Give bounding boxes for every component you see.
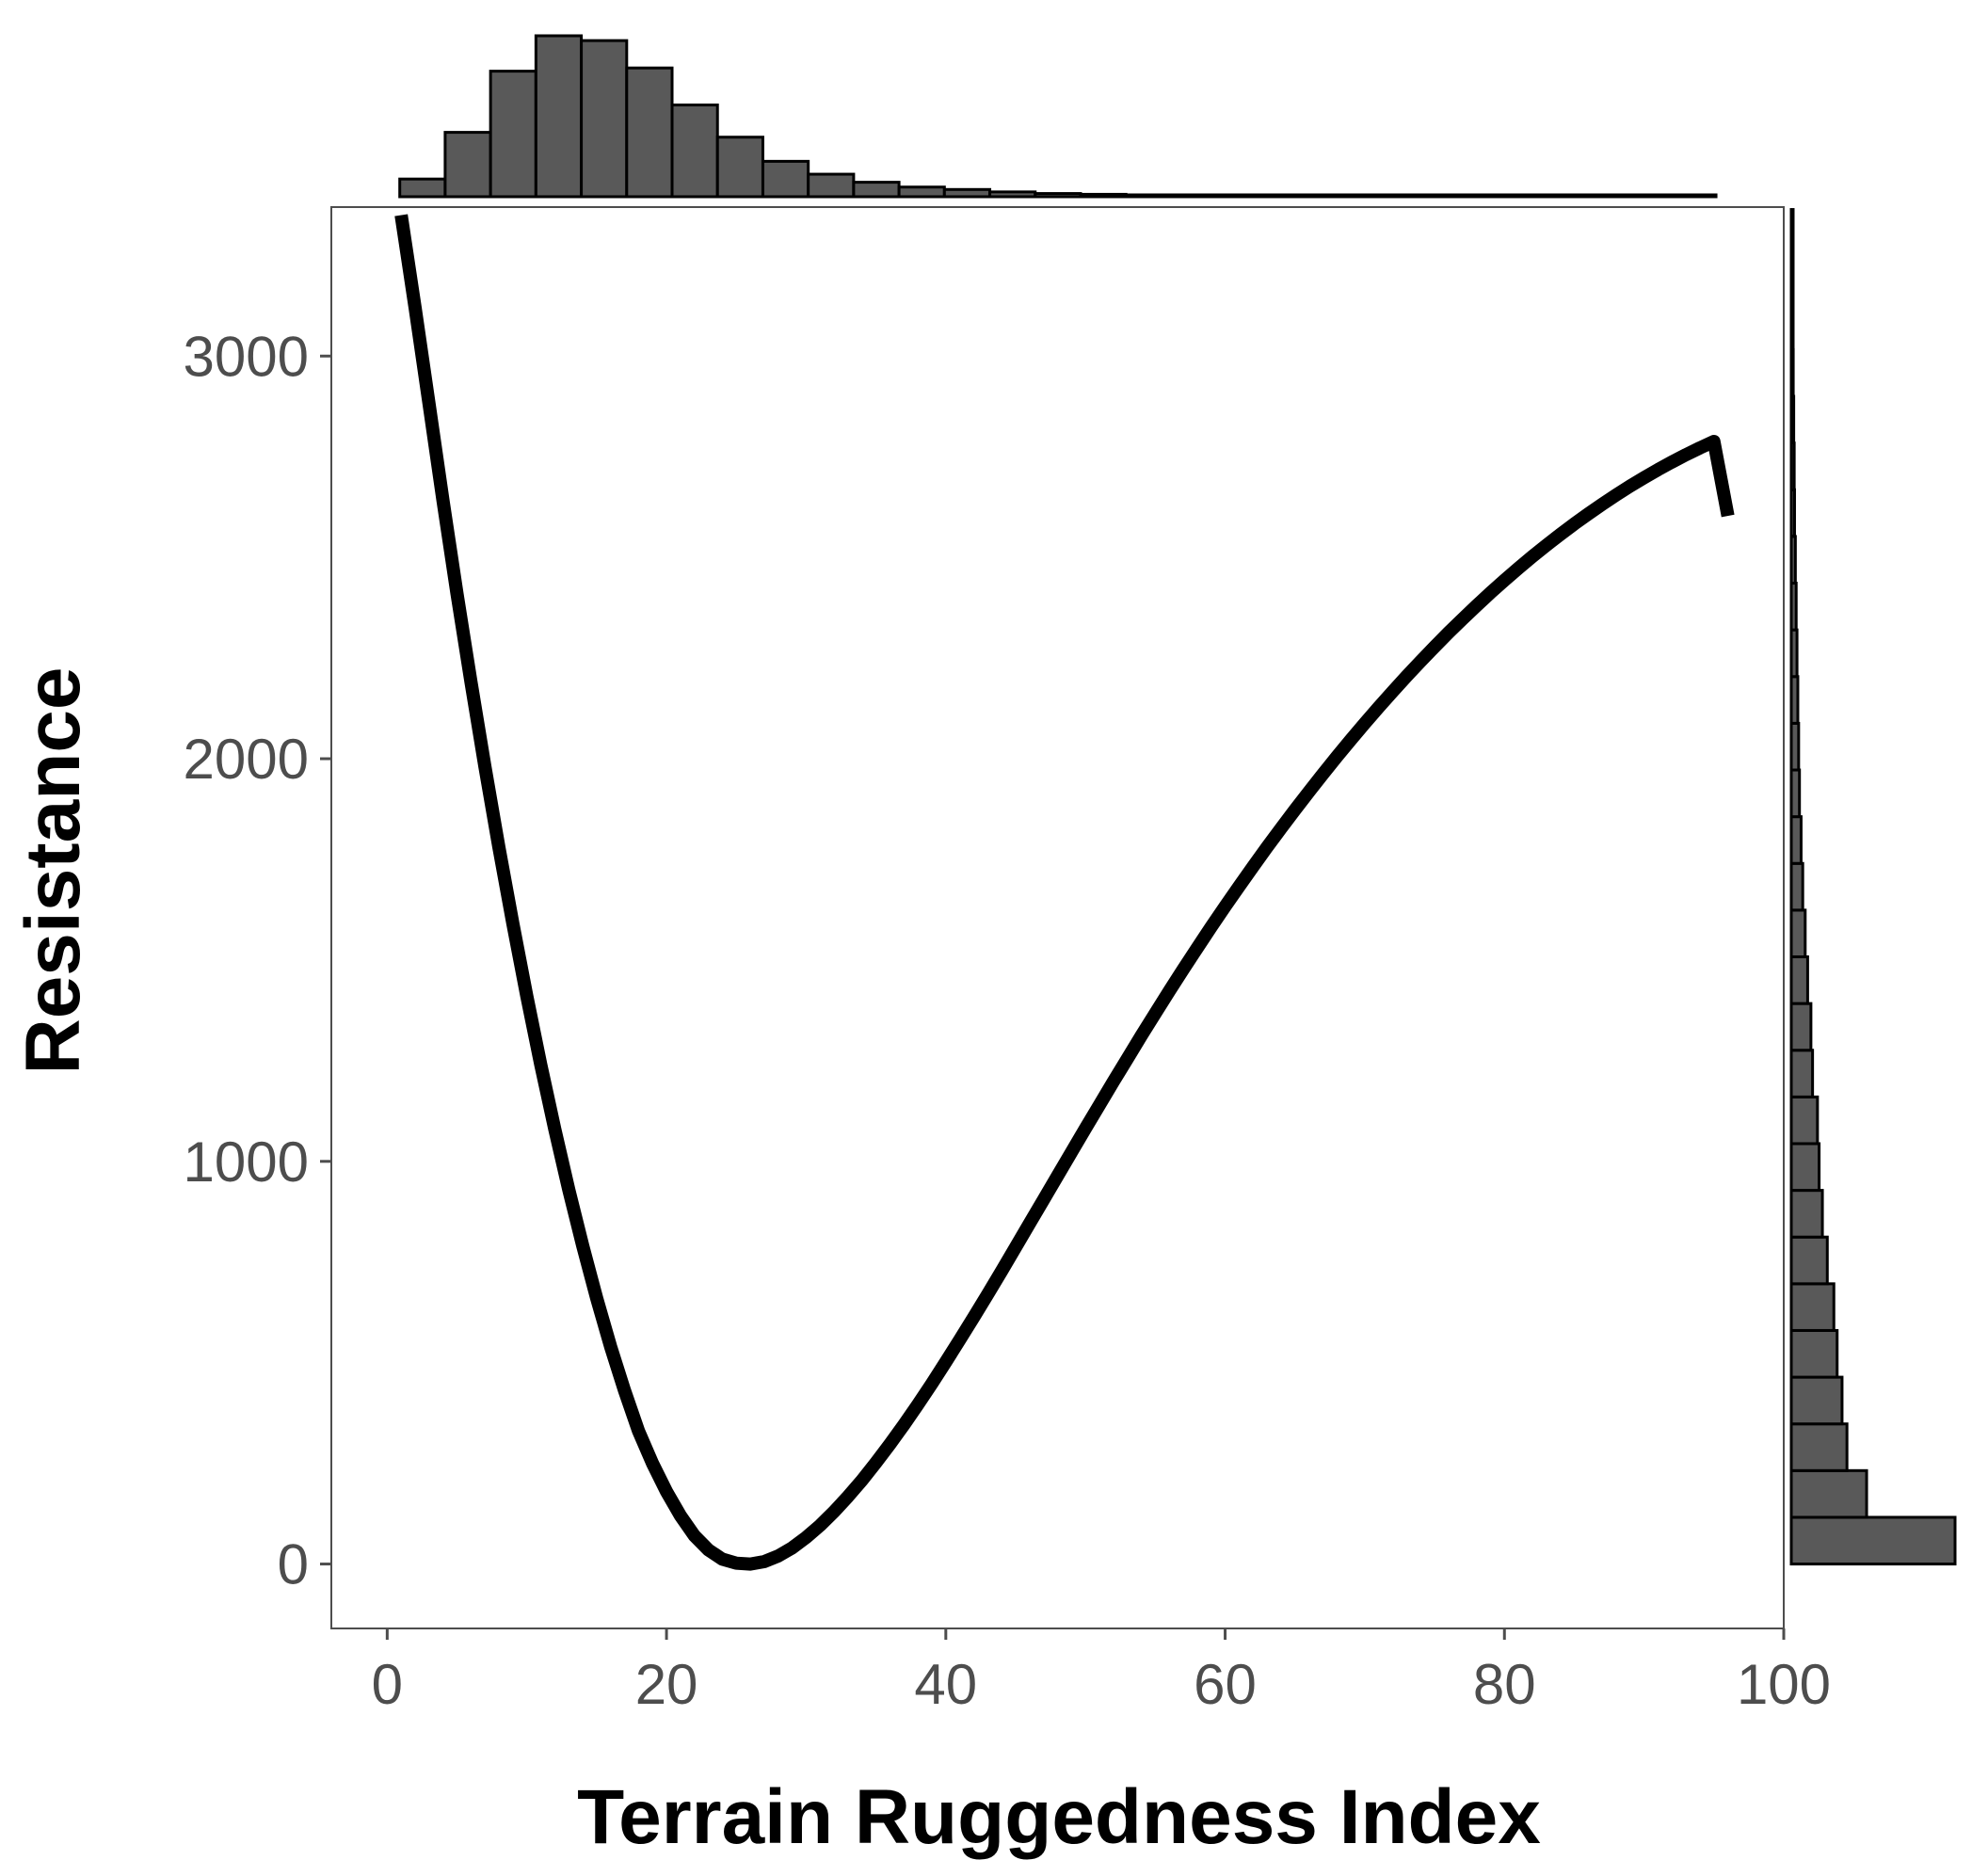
right-histogram-bar xyxy=(1789,1095,1820,1146)
right-histogram-bar xyxy=(1789,1328,1839,1379)
y-axis-ticks: 0 1000 2000 3000 xyxy=(184,325,331,1596)
top-histogram-bar xyxy=(1487,193,1536,199)
right-histogram-bar xyxy=(1789,441,1796,491)
right-histogram-bar xyxy=(1789,1422,1849,1472)
top-histogram-bar xyxy=(942,187,992,199)
top-histogram-bar xyxy=(897,185,946,199)
top-histogram-bar xyxy=(988,190,1037,199)
series-lines xyxy=(394,214,1735,1571)
top-histogram-bar xyxy=(1215,193,1264,199)
right-histogram-bar xyxy=(1789,582,1798,632)
x-tick-label: 80 xyxy=(1473,1653,1536,1716)
top-histogram-bar xyxy=(489,70,537,199)
y-tick-label: 2000 xyxy=(184,728,309,791)
right-histogram-bar xyxy=(1789,675,1800,725)
top-histogram-bar xyxy=(852,181,901,199)
x-tick-label: 100 xyxy=(1737,1653,1831,1716)
top-histogram-bar xyxy=(1306,193,1355,199)
top-histogram-bar xyxy=(1578,193,1627,199)
x-axis-ticks: 0 20 40 60 80 100 xyxy=(372,1628,1831,1716)
right-histogram-bar xyxy=(1789,908,1807,958)
y-tick-label: 1000 xyxy=(184,1130,309,1194)
right-marginal-histogram xyxy=(1789,208,1957,1566)
top-histogram-bar xyxy=(1124,193,1173,199)
plot-panel xyxy=(330,206,1785,1629)
x-tick-label: 0 xyxy=(372,1653,403,1716)
top-histogram-bar xyxy=(1532,193,1581,199)
y-axis-title: Resistance xyxy=(10,666,96,1074)
right-histogram-bar xyxy=(1789,1515,1957,1566)
top-histogram-bar xyxy=(1397,193,1446,199)
right-histogram-bar xyxy=(1789,208,1795,258)
right-histogram-bar xyxy=(1789,254,1795,305)
top-histogram-bar xyxy=(1169,193,1219,199)
right-histogram-bar xyxy=(1789,535,1797,585)
right-histogram-bar xyxy=(1789,1049,1815,1098)
top-histogram-bar xyxy=(715,136,764,199)
right-histogram-bar xyxy=(1789,1282,1836,1332)
right-histogram-bar xyxy=(1789,1375,1844,1426)
x-axis-title: Terrain Ruggedness Index xyxy=(577,1774,1541,1860)
top-histogram-bar xyxy=(1034,192,1082,199)
x-tick-label: 60 xyxy=(1194,1653,1257,1716)
series-line xyxy=(394,214,1735,1571)
right-histogram-bar xyxy=(1789,488,1796,538)
top-histogram-bar xyxy=(398,177,447,199)
right-histogram-bar xyxy=(1789,1468,1868,1519)
x-tick-label: 40 xyxy=(914,1653,977,1716)
x-tick-label: 20 xyxy=(635,1653,698,1716)
right-histogram-bar xyxy=(1789,954,1809,1005)
right-histogram-bar xyxy=(1789,628,1799,679)
top-histogram-bar xyxy=(443,131,492,199)
top-histogram-bar xyxy=(807,172,856,199)
right-histogram-bar xyxy=(1789,347,1795,398)
top-histogram-bar xyxy=(534,34,584,199)
top-histogram-bar xyxy=(761,159,810,199)
top-histogram-bar xyxy=(1442,193,1491,199)
top-histogram-bar xyxy=(1260,193,1309,199)
y-tick-label: 0 xyxy=(278,1533,309,1596)
right-histogram-bar xyxy=(1789,721,1801,772)
y-tick-label: 3000 xyxy=(184,325,309,388)
right-histogram-bar xyxy=(1789,815,1803,865)
top-histogram-bar xyxy=(625,66,674,199)
top-histogram-bar xyxy=(1079,192,1128,199)
top-histogram-bar xyxy=(670,104,719,199)
right-histogram-bar xyxy=(1789,768,1802,819)
right-histogram-bar xyxy=(1789,1002,1813,1052)
right-histogram-bar xyxy=(1789,1189,1824,1239)
right-histogram-bar xyxy=(1789,301,1795,351)
right-histogram-bar xyxy=(1789,394,1796,445)
top-histogram-bar xyxy=(1669,193,1718,199)
right-histogram-bar xyxy=(1789,861,1804,912)
right-histogram-bar xyxy=(1789,1235,1829,1286)
top-histogram-bar xyxy=(1624,193,1673,199)
right-histogram-bar xyxy=(1789,1142,1821,1193)
top-histogram-bar xyxy=(580,39,629,199)
top-histogram-bar xyxy=(1351,193,1401,199)
top-marginal-histogram xyxy=(398,34,1718,199)
